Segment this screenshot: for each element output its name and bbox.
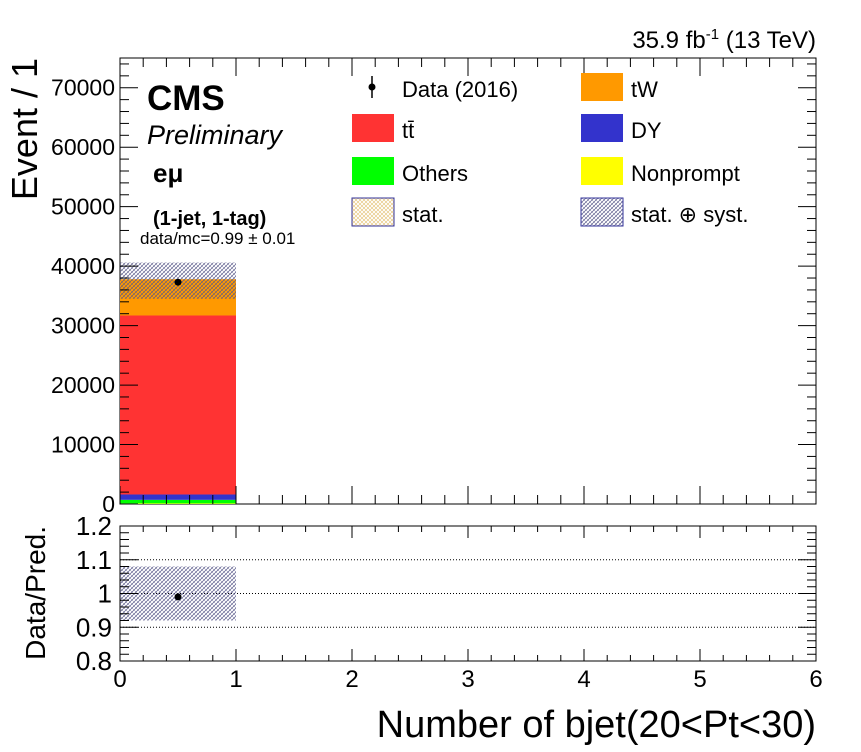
legend-label: stat. ⊕ syst. xyxy=(631,202,748,227)
bar-tt xyxy=(120,315,236,495)
legend-label: Nonprompt xyxy=(631,161,740,186)
ratio-points xyxy=(174,593,182,601)
ratio-y-tick-label: 1.2 xyxy=(76,511,112,541)
x-tick-label: 2 xyxy=(345,666,358,693)
y-tick-label: 50000 xyxy=(51,194,115,220)
legend-entry: tW xyxy=(581,73,658,102)
ratio-y-tick-label: 1.1 xyxy=(76,545,112,575)
cms-label: CMS xyxy=(147,79,225,118)
y-tick-label: 40000 xyxy=(51,253,115,279)
legend-entry: tt̄ xyxy=(352,114,414,143)
ratio-point xyxy=(174,593,182,601)
y-tick-label: 30000 xyxy=(51,313,115,339)
legend-swatch xyxy=(581,114,623,142)
ratio-note: data/mc=0.99 ± 0.01 xyxy=(140,229,295,248)
y-tick-label: 60000 xyxy=(51,134,115,160)
legend-entry: stat. xyxy=(351,197,444,227)
legend-swatch xyxy=(351,197,395,227)
y-axis-title: Event / 1 xyxy=(4,58,45,200)
ratio-gridlines xyxy=(120,559,816,628)
x-tick-label: 4 xyxy=(577,666,590,693)
y-tick-label: 70000 xyxy=(51,75,115,101)
selection-label: (1-jet, 1-tag) xyxy=(153,208,266,230)
ratio-axis-ticks: 0.80.911.11.20 1 2 3 4 5 6 xyxy=(76,511,823,693)
legend-label: DY xyxy=(631,118,662,143)
legend: Data (2016) tW tt̄ DY Others Nonprompt stat. st… xyxy=(351,73,748,227)
legend-label: Data (2016) xyxy=(402,77,518,102)
legend-label: tW xyxy=(631,77,658,102)
legend-label: tt̄ xyxy=(402,118,414,143)
luminosity-label: 35.9 fb-1 (13 TeV) xyxy=(632,26,816,54)
legend-swatch xyxy=(352,157,394,185)
data-point xyxy=(174,278,182,286)
ratio-y-axis-title: Data/Pred. xyxy=(20,526,51,660)
main-plot-panel: 0 10000 20000 30000 40000 50000 60000 70000 Eve… xyxy=(4,57,817,517)
x-tick-label: 5 xyxy=(693,666,706,693)
channel-label: eμ xyxy=(153,158,183,188)
y-tick-label: 0 xyxy=(102,491,115,517)
legend-entry: Data (2016) xyxy=(368,76,518,102)
x-tick-label: 1 xyxy=(229,666,242,693)
legend-entry: DY xyxy=(581,114,662,143)
legend-swatch xyxy=(580,197,624,227)
legend-marker xyxy=(368,83,376,91)
legend-swatch xyxy=(352,114,394,142)
x-axis-title: Number of bjet(20<Pt<30) xyxy=(377,704,816,746)
data-points xyxy=(174,278,182,286)
legend-label: Others xyxy=(402,161,468,186)
legend-label: stat. xyxy=(402,202,444,227)
ratio-y-tick-label: 0.8 xyxy=(76,646,112,676)
ratio-plot-panel: 0.80.911.11.20 1 2 3 4 5 6 Data/Pred. Number o… xyxy=(20,511,823,746)
ratio-y-tick-label: 1 xyxy=(98,579,112,609)
legend-swatch xyxy=(581,73,623,101)
y-tick-label: 20000 xyxy=(51,372,115,398)
bar-nonprompt xyxy=(120,503,236,504)
legend-entry: Others xyxy=(352,157,468,186)
legend-entry: Nonprompt xyxy=(581,157,740,186)
y-tick-label: 10000 xyxy=(51,432,115,458)
bar-others xyxy=(120,499,236,504)
main-axis-ticks: 0 10000 20000 30000 40000 50000 60000 70000 xyxy=(51,58,817,517)
bar-dy xyxy=(120,494,236,500)
x-tick-label: 3 xyxy=(461,666,474,693)
x-tick-label: 6 xyxy=(809,666,822,693)
x-tick-label: 0 xyxy=(113,666,126,693)
stacked-bars xyxy=(120,279,236,504)
ratio-y-tick-label: 0.9 xyxy=(76,612,112,642)
legend-entry: stat. ⊕ syst. xyxy=(580,197,748,227)
preliminary-label: Preliminary xyxy=(147,120,284,150)
legend-swatch xyxy=(581,157,623,185)
